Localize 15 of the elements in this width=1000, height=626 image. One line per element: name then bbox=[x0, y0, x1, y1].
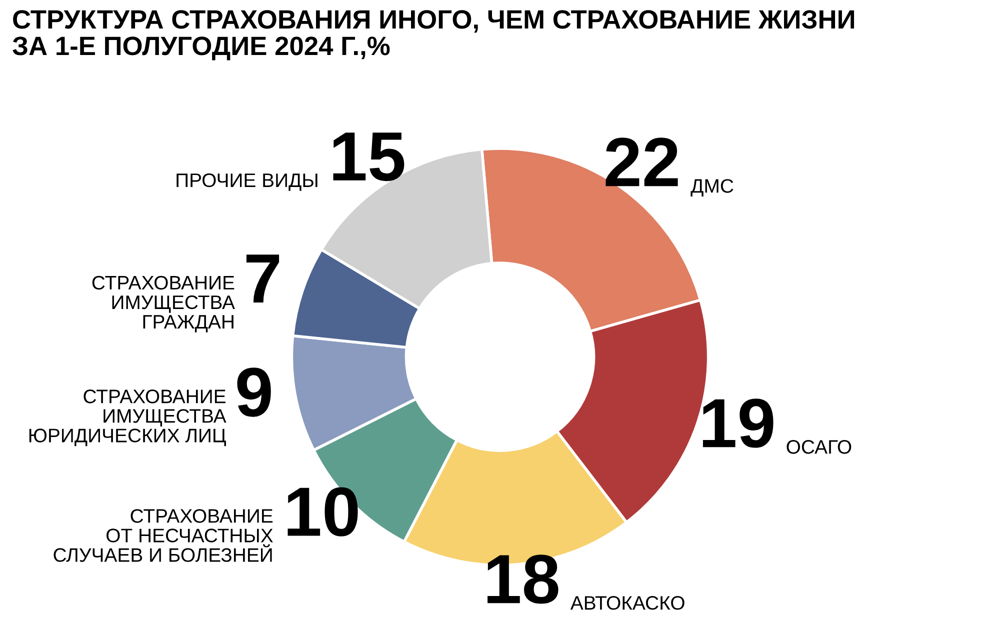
slice-label: СТРАХОВАНИЕ ИМУЩЕСТВА ЮРИДИЧЕСКИХ ЛИЦ bbox=[29, 390, 226, 446]
chart-title: СТРУКТУРА СТРАХОВАНИЯ ИНОГО, ЧЕМ СТРАХОВАНИЕ ЖИЗНИ ЗА 1-Е ПОЛУГОДИЕ 2024 Г.,% bbox=[12, 10, 854, 60]
data-label: 10 bbox=[288, 487, 358, 536]
data-label: 7 bbox=[246, 254, 280, 302]
slice-label: СТРАХОВАНИЕ ОТ НЕСЧАСТНЫХ СЛУЧАЕВ И БОЛЕЗНЕЙ bbox=[54, 509, 273, 562]
slice-label: СТРАХОВАНИЕ ИМУЩЕСТВА ГРАЖДАН bbox=[92, 276, 235, 332]
data-label: 19 bbox=[702, 398, 774, 448]
slice-label: ПРОЧИЕ ВИДЫ bbox=[176, 173, 318, 191]
data-label: 22 bbox=[606, 138, 678, 186]
slice-label: ДМС bbox=[690, 179, 734, 197]
slice-label: ОСАГО bbox=[786, 440, 852, 454]
slice-label: АВТОКАСКО bbox=[570, 596, 684, 610]
data-label: 15 bbox=[333, 132, 404, 182]
data-label: 18 bbox=[488, 554, 558, 604]
data-label: 9 bbox=[237, 368, 271, 417]
